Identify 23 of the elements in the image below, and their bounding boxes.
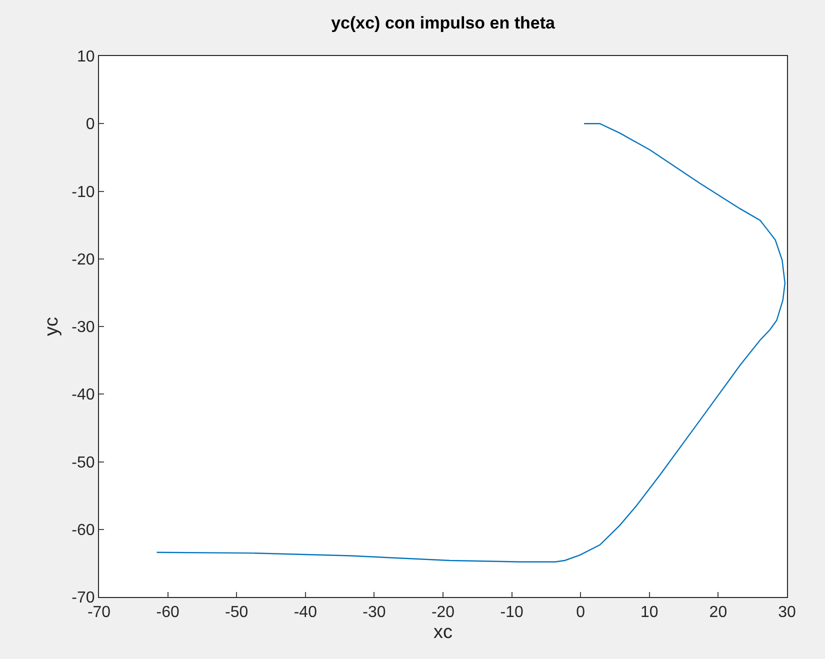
y-tick-label: -60	[72, 522, 95, 539]
x-axis-title: xc	[434, 622, 452, 643]
y-tick-label: 10	[77, 48, 95, 66]
y-tick-label: -70	[72, 590, 95, 607]
x-tick-label: 30	[778, 604, 796, 622]
y-tick-label: -30	[72, 319, 95, 336]
y-tick-label: 0	[86, 116, 95, 134]
chart-title: yc(xc) con impulso en theta	[331, 13, 556, 32]
x-tick-label: -60	[156, 604, 180, 622]
x-tick-label: -40	[294, 604, 318, 622]
y-axis-title: yc	[42, 317, 63, 336]
line-series	[156, 123, 786, 562]
x-tick-label: 20	[709, 604, 728, 622]
y-tick-label: -10	[72, 184, 95, 201]
x-tick-label: 0	[576, 604, 586, 622]
y-tick-label: -20	[72, 251, 95, 268]
x-tick-label: -20	[431, 604, 455, 622]
x-tick-label: -10	[500, 604, 524, 622]
y-tick-label: -50	[72, 454, 95, 472]
x-tick-label: -30	[362, 604, 386, 622]
x-tick-label: 10	[640, 604, 658, 622]
x-tick-label: -50	[225, 604, 248, 622]
y-tick-label: -40	[72, 386, 95, 404]
